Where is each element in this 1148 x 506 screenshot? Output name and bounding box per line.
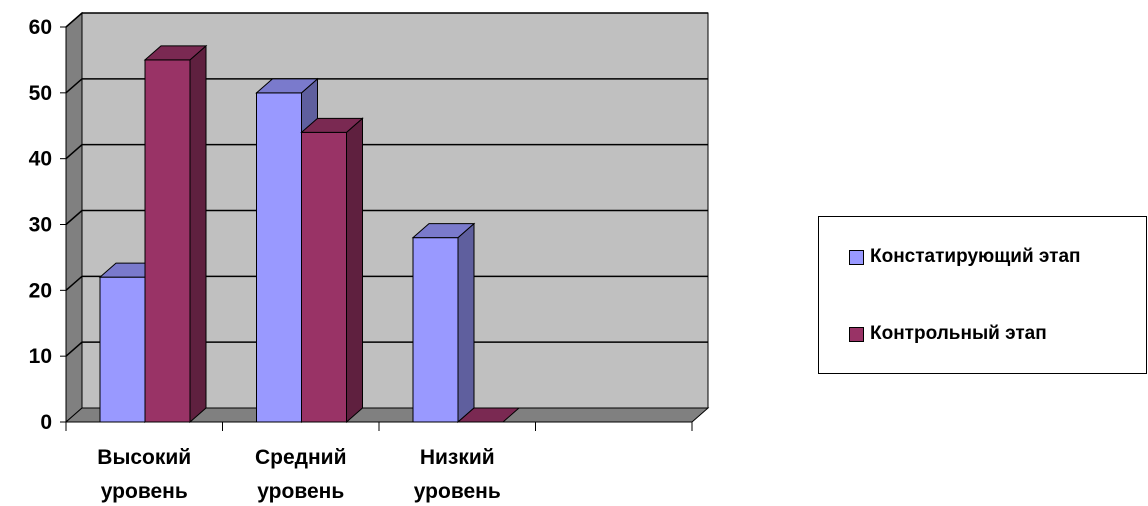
legend-label-series-1: Констатирующий этап [870, 246, 1081, 267]
bar-side [457, 222, 475, 424]
category-label: уровень [257, 480, 344, 503]
gridline [65, 275, 708, 291]
bar-side [346, 117, 363, 424]
bar-front [256, 92, 302, 423]
bar [411, 222, 476, 424]
bar [300, 117, 364, 424]
y-tick-label: 30 [29, 214, 52, 237]
y-tick-label: 40 [29, 148, 52, 171]
gridline [65, 143, 708, 160]
gridline [65, 12, 708, 28]
y-tick-label: 20 [29, 279, 52, 302]
legend-item-series-1: Констатирующий этап [849, 246, 1081, 268]
y-tick-label: 0 [40, 411, 52, 434]
y-tick-labels: 0 10 20 30 40 50 60 [29, 16, 52, 434]
gridlines [65, 12, 708, 357]
y-tick-label: 60 [29, 16, 52, 39]
bar-front [144, 59, 191, 423]
bar-top [255, 78, 319, 94]
bar-front [412, 237, 459, 423]
gridline [65, 209, 708, 226]
bar-side [189, 44, 207, 424]
category-label: Средний [255, 446, 347, 469]
bar-front [99, 276, 146, 423]
bar-front [301, 131, 347, 423]
bar-top [456, 407, 521, 423]
category-label: уровень [101, 480, 188, 503]
y-tick-label: 10 [29, 345, 52, 368]
category-label: Высокий [97, 446, 191, 469]
legend-swatch-series-2 [849, 326, 864, 342]
bar-top [300, 117, 364, 133]
category-label: Низкий [420, 446, 495, 469]
y-tick-label: 50 [29, 82, 52, 105]
gridline [65, 78, 708, 94]
legend-label-series-2: Контрольный этап [870, 323, 1047, 344]
bar-top [143, 45, 208, 61]
legend-swatch-series-1 [849, 249, 864, 265]
bars [98, 44, 521, 424]
legend-item-series-2: Контрольный этап [849, 323, 1047, 345]
category-labels: Высокий уровень Средний уровень Низкий уровен… [97, 446, 501, 503]
bar-top [411, 223, 476, 239]
category-label: уровень [414, 480, 501, 503]
bar [143, 44, 208, 424]
bar [456, 407, 521, 423]
legend: Констатирующий этап Контрольный этап [818, 216, 1147, 374]
gridline [65, 341, 708, 357]
